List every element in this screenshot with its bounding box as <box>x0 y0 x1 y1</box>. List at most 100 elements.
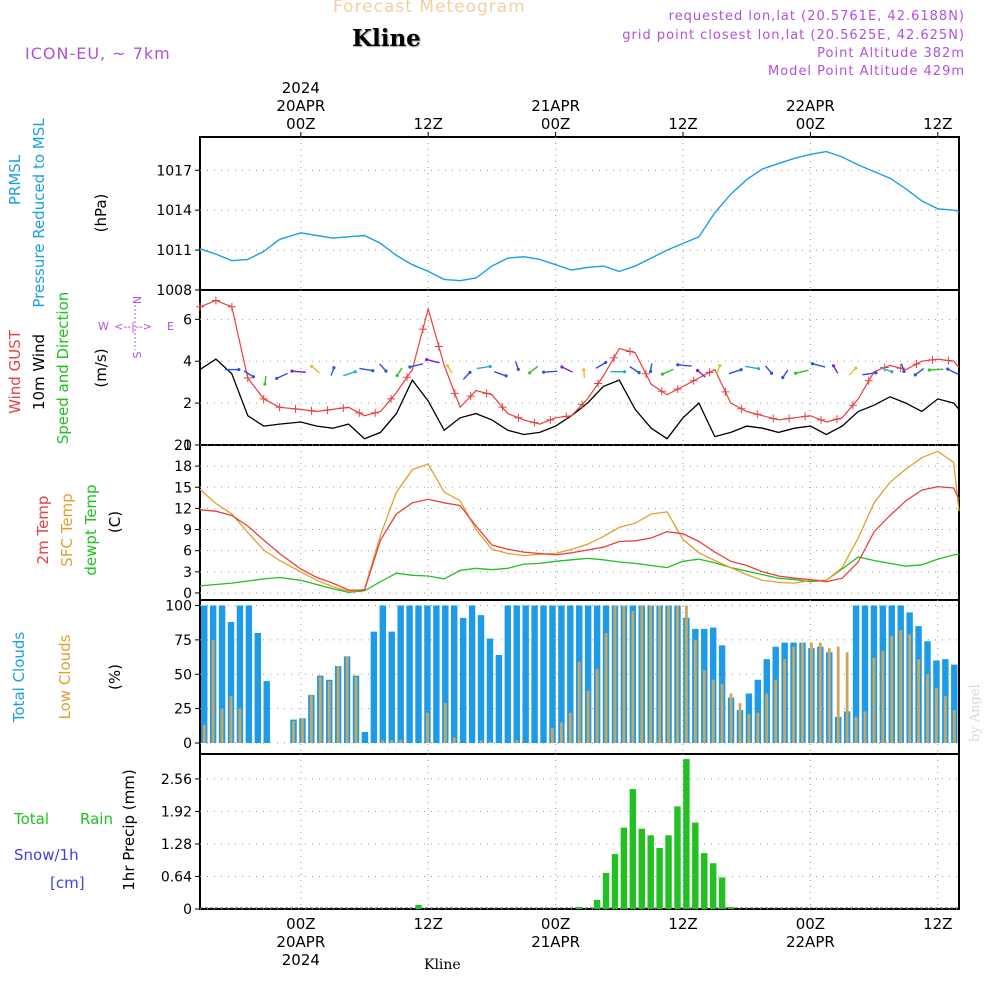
low-cloud-bar <box>649 605 653 743</box>
precip-bar <box>656 848 663 909</box>
gust-marker <box>625 347 634 356</box>
precip-bar <box>727 906 735 909</box>
wind-dir-label: Speed and Direction <box>54 292 72 445</box>
point-altitude: Point Altitude 382m <box>817 46 965 61</box>
wind-arrow <box>595 361 607 369</box>
wind-arrow <box>744 365 759 370</box>
precip-bar <box>593 899 601 909</box>
wind-arrow-head <box>275 376 279 380</box>
wind-arrow-head <box>528 371 532 375</box>
gust-marker <box>673 385 682 394</box>
wind-arrow-head <box>831 364 836 368</box>
low-cloud-bar <box>238 708 242 743</box>
y-tick-label: 18 <box>174 459 192 475</box>
low-cloud-bar <box>488 741 492 743</box>
y-tick-label: 0 <box>183 902 192 918</box>
bottom-time-label: 22APR <box>786 933 835 951</box>
y-tick-label: 12 <box>174 501 192 517</box>
wind-arrow-head <box>623 370 627 374</box>
low-cloud-bar <box>783 659 787 743</box>
low-cloud-bar <box>309 694 313 743</box>
wind-arrow-head <box>890 370 894 374</box>
wind-arrow-head <box>739 368 743 372</box>
gust-marker <box>482 389 491 398</box>
wind-arrow-head <box>371 369 375 373</box>
y-tick-label: 75 <box>174 633 192 649</box>
low-cloud-bar <box>890 635 894 743</box>
precip-bar <box>674 806 681 909</box>
compass-south: S <box>131 351 144 358</box>
panel-frame-4 <box>199 753 960 910</box>
gust-marker <box>546 415 555 424</box>
total-cloud-bar <box>451 605 458 743</box>
top-time-label: 12Z <box>923 115 952 133</box>
gust-marker <box>848 401 857 410</box>
wind-arrow-head <box>648 369 653 374</box>
y-tick-label: 1011 <box>156 243 192 259</box>
wind-arrow <box>862 372 877 376</box>
low-clouds-label: Low Clouds <box>56 634 74 719</box>
precip-bar <box>718 877 726 909</box>
low-cloud-bar <box>863 711 867 743</box>
compass-arrows: <--|--> <box>114 320 152 333</box>
bottom-time-label: 00Z <box>541 915 570 933</box>
low-cloud-bar <box>479 740 483 743</box>
y-tick-label: 0 <box>183 586 192 602</box>
wind-gust-label: Wind GUST <box>6 329 24 414</box>
wind-arrow-head <box>854 366 858 370</box>
total-cloud-bar <box>852 605 860 743</box>
low-cloud-bar <box>952 710 956 743</box>
gust-marker <box>578 400 587 409</box>
low-cloud-bar <box>872 657 876 743</box>
gust-marker <box>371 408 380 417</box>
total-cloud-bar <box>245 605 253 743</box>
wind-arrow-head <box>604 360 608 365</box>
low-cloud-bar <box>568 712 572 743</box>
bottom-time-label: 00Z <box>796 915 825 933</box>
gust-marker <box>387 394 396 403</box>
wind-arrow <box>426 358 440 364</box>
wind-arrow-head <box>810 362 815 366</box>
low-cloud-bar <box>658 605 662 743</box>
y-tick-label: 1008 <box>156 283 192 299</box>
y-tick-label: 0 <box>183 438 192 454</box>
wind-arrow <box>812 363 826 368</box>
low-cloud-bar <box>774 679 778 743</box>
low-cloud-bar <box>426 712 429 743</box>
compass-east: E <box>167 320 174 333</box>
wind-arrow <box>291 370 306 373</box>
low-cloud-bar <box>943 696 947 743</box>
gust-marker <box>259 394 268 403</box>
total-cloud-bar <box>495 655 503 743</box>
total-cloud-bar <box>522 605 529 743</box>
model-name: ICON-EU, ~ 7km <box>25 44 171 63</box>
snow-unit-label: [cm] <box>50 874 85 892</box>
low-cloud-bar <box>935 688 938 743</box>
wind-arrow-head <box>718 364 722 368</box>
y-tick-label: 100 <box>165 599 192 615</box>
wind-arrow-head <box>332 366 336 370</box>
low-cloud-bar <box>631 611 635 743</box>
low-cloud-bar <box>318 677 322 743</box>
wind-arrow <box>848 367 857 376</box>
total-cloud-bar <box>549 605 556 743</box>
wind-arrow-head <box>251 375 255 379</box>
total-cloud-bar <box>504 605 512 743</box>
gust-marker <box>753 410 762 419</box>
low-cloud-bar <box>559 722 563 743</box>
total-cloud-bar <box>254 633 262 743</box>
low-cloud-bar <box>604 633 608 743</box>
gust-marker <box>498 403 507 412</box>
y-tick-label: 1.28 <box>161 837 192 853</box>
bottom-time-label: 21APR <box>531 933 580 951</box>
wind-arrow-head <box>660 372 665 376</box>
y-tick-label: 15 <box>174 480 192 496</box>
low-cloud-bar <box>836 646 840 743</box>
wind-10m-line <box>199 358 960 440</box>
total-cloud-bar <box>201 605 208 743</box>
total-cloud-bar <box>459 617 467 743</box>
top-time-label: 00Z <box>796 115 825 133</box>
cloud-unit-label: (%) <box>106 664 124 690</box>
gust-marker <box>785 414 794 423</box>
wind-arrow <box>879 366 893 373</box>
